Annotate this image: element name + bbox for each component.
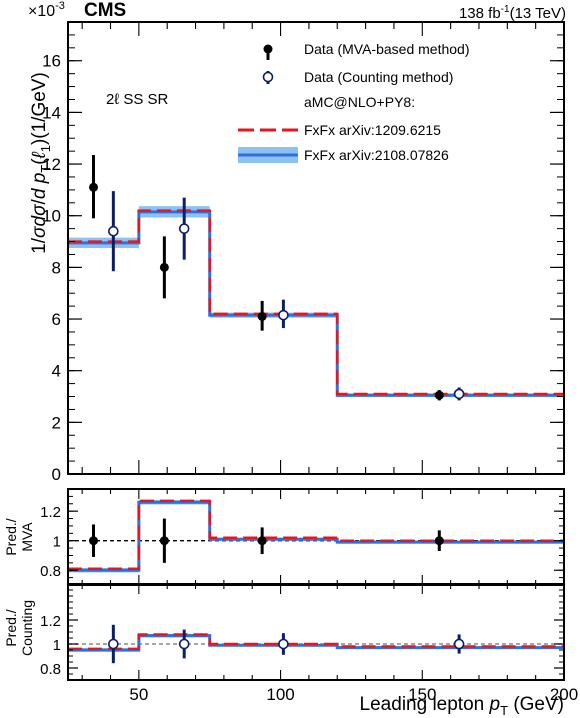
ratio-counting-ylabel: Pred./Counting — [3, 600, 35, 656]
step-line-fxfx-new — [68, 500, 564, 572]
data-point-open — [108, 225, 119, 237]
step-line-fxfx-old — [68, 209, 564, 396]
legend-label-data-counting: Data (Counting method) — [304, 69, 453, 85]
data-point-open — [108, 638, 119, 650]
header: ×10-3 CMS 138 fb-1(13 TeV) — [28, 0, 566, 22]
lumi-energy-label: 138 fb-1(13 TeV) — [459, 4, 566, 22]
y-tick-label: 12 — [42, 155, 61, 174]
data-point-open — [178, 638, 190, 650]
data-point-filled — [159, 536, 169, 546]
legend: Data (MVA-based method) Data (Counting m… — [238, 41, 469, 163]
data-point-open — [278, 638, 289, 650]
y-tick-label: 8 — [52, 258, 61, 277]
data-point-filled — [434, 536, 444, 546]
y-tick-label: 16 — [42, 52, 61, 71]
data-point-filled — [257, 536, 267, 546]
y-tick-label: 1 — [53, 534, 61, 551]
legend-marker-open — [262, 71, 274, 83]
y-tick-label: 1.2 — [40, 613, 61, 630]
data-point-open — [453, 638, 465, 650]
y-tick-label: 2 — [52, 413, 61, 432]
data-point-filled — [89, 182, 99, 192]
region-label: 2ℓ SS SR — [106, 91, 169, 108]
data-point-filled — [257, 311, 267, 321]
ratio-mva-ylabel: Pred./MVA — [3, 518, 35, 555]
data-point-open — [453, 388, 465, 400]
legend-marker-filled — [263, 44, 273, 54]
y-tick-label: 4 — [52, 362, 61, 381]
data-point-filled — [159, 262, 169, 272]
step-line-fxfx-old — [68, 499, 564, 570]
y-tick-label: 0.8 — [40, 563, 61, 580]
data-point-open — [178, 223, 190, 234]
x-tick-label: 200 — [550, 685, 578, 704]
legend-label-data-mva: Data (MVA-based method) — [304, 41, 469, 57]
y-tick-label: 6 — [52, 310, 61, 329]
step-line-fxfx-old — [68, 633, 564, 650]
legend-label-fxfx-new: FxFx arXiv:2108.07826 — [304, 147, 449, 163]
x-tick-label: 150 — [408, 685, 436, 704]
main-panel: 0 2 4 6 8 10 12 14 16 2ℓ SS SR 1/σdσ/d pT(ℓ1)(1/… — [29, 21, 565, 484]
data-point-filled — [434, 390, 444, 400]
legend-label-fxfx-old: FxFx arXiv:1209.6215 — [304, 122, 441, 138]
x-tick-label: 50 — [129, 685, 148, 704]
main-frame — [67, 21, 565, 475]
y-tick-label: 14 — [42, 103, 61, 122]
main-ylabel: 1/σdσ/d pT(ℓ1)(1/GeV) — [29, 72, 53, 254]
ratio-counting-panel: 0.8 1 1.2 50 100 150 200 Pred./Counting — [3, 583, 578, 704]
legend-entry-data-counting: Data (Counting method) — [262, 69, 453, 85]
legend-entry-fxfx-new: FxFx arXiv:2108.07826 — [238, 147, 449, 163]
legend-entry-fxfx-old: FxFx arXiv:1209.6215 — [238, 122, 441, 138]
experiment-label: CMS — [84, 0, 126, 21]
legend-entry-data-mva: Data (MVA-based method) — [263, 41, 469, 60]
x-axis-label: Leading lepton pT (GeV) — [360, 694, 564, 718]
data-point-open — [278, 309, 289, 321]
step-line-fxfx-new — [68, 210, 564, 397]
y-tick-label: 0 — [52, 465, 61, 484]
y-tick-label: 0.8 — [40, 661, 61, 678]
ratio-mva-panel: 0.8 1 1.2 Pred./MVA — [3, 488, 565, 586]
ratio-counting-frame — [67, 583, 565, 681]
y-tick-label: 1 — [53, 637, 61, 654]
scale-factor: ×10-3 — [28, 0, 65, 20]
x-tick-label: 100 — [266, 685, 294, 704]
y-tick-label: 1.2 — [40, 504, 61, 521]
legend-generator-header: aMC@NLO+PY8: — [304, 94, 415, 110]
y-tick-label: 10 — [42, 207, 61, 226]
data-point-filled — [89, 536, 99, 546]
